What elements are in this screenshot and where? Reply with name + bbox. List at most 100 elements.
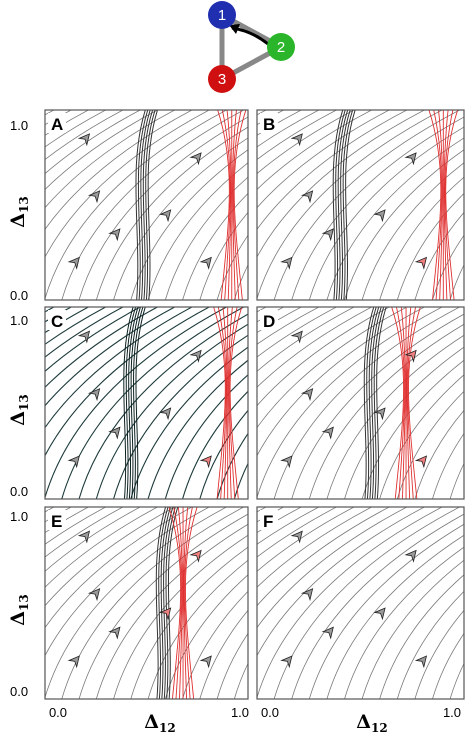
streamline — [361, 559, 464, 699]
stable-manifold-line — [130, 307, 142, 499]
basin-line — [232, 110, 237, 300]
streamline — [257, 307, 285, 323]
stable-manifold-line — [155, 507, 167, 699]
stable-manifold-line — [363, 307, 375, 499]
panel-frame — [44, 109, 249, 301]
flow-arrow — [280, 256, 293, 270]
flow-arrow — [158, 607, 172, 621]
x-tick-left-colA: 0.0 — [49, 705, 67, 720]
panel-D: D — [43, 297, 465, 508]
streamline — [216, 234, 248, 300]
flow-arrow — [108, 228, 121, 242]
panel-frame — [256, 109, 465, 301]
x-axis-subscript: 12 — [159, 721, 176, 735]
streamline — [45, 110, 73, 126]
panels-grid: A B C D E F — [43, 109, 465, 708]
stable-manifold-line — [135, 110, 146, 300]
stable-manifold-line — [140, 110, 151, 300]
flow-arrow — [290, 530, 303, 544]
flow-arrow — [108, 426, 121, 440]
flow-arrow — [67, 455, 80, 469]
streamline — [326, 334, 464, 499]
flow-arrow — [199, 256, 212, 270]
stable-manifold-line — [123, 307, 134, 499]
y-axis-label-row1: Δ13 — [7, 196, 31, 227]
streamline — [45, 507, 73, 523]
streamline — [43, 297, 250, 508]
streamline — [257, 507, 320, 545]
stable-manifold-line — [337, 110, 349, 300]
streamline — [308, 323, 464, 499]
streamline — [257, 110, 355, 175]
panel-frame — [44, 506, 249, 700]
streamline — [257, 307, 267, 313]
flow-arrow — [189, 549, 202, 563]
panel-label-bg — [48, 113, 66, 133]
streamline — [344, 546, 464, 699]
streamline — [199, 211, 248, 300]
flow-arrow — [280, 655, 293, 669]
basin-line — [226, 110, 232, 300]
streamline — [113, 137, 248, 300]
streamline — [45, 307, 125, 358]
basin-line — [407, 307, 417, 499]
flow-arrow — [373, 607, 386, 621]
basin-line — [221, 110, 231, 300]
streamline — [257, 110, 338, 161]
streamline — [257, 307, 338, 358]
y-axis-symbol: Δ — [7, 611, 29, 626]
stable-manifold-line — [158, 507, 169, 699]
stable-manifold-line — [373, 307, 385, 499]
panel-C-streamlines — [45, 307, 248, 499]
basin-line — [177, 507, 183, 699]
streamline — [78, 116, 248, 300]
streamline — [257, 307, 443, 499]
x-axis-label-colB: Δ12 — [356, 711, 387, 735]
stable-manifold-line — [371, 307, 382, 499]
streamline — [199, 609, 248, 699]
flow-arrow — [414, 655, 428, 669]
streamline — [45, 507, 228, 699]
streamline — [45, 307, 176, 407]
streamline — [78, 513, 248, 699]
streamline — [95, 126, 248, 300]
streamline — [61, 110, 245, 300]
streamline — [379, 374, 464, 499]
panel-label-bg — [48, 310, 66, 330]
stable-manifold-line — [366, 307, 377, 499]
stable-manifold-line — [368, 307, 380, 499]
streamline — [43, 497, 250, 708]
streamline — [257, 110, 408, 231]
flow-arrow — [87, 190, 101, 204]
streamline — [234, 264, 248, 300]
stable-manifold-line — [335, 110, 346, 300]
basin-line — [438, 110, 443, 300]
streamline — [257, 307, 408, 429]
streamline — [147, 162, 248, 300]
basin-line — [406, 307, 412, 499]
basin-line — [217, 110, 230, 300]
streamline — [432, 432, 464, 499]
streamline — [257, 507, 338, 558]
streamline — [45, 110, 124, 161]
streamline — [130, 346, 248, 499]
streamline — [182, 192, 248, 300]
stable-manifold-line — [160, 507, 172, 699]
flow-arrow — [87, 588, 101, 602]
basin-line — [233, 110, 247, 300]
streamline — [61, 307, 245, 499]
streamline — [45, 110, 107, 148]
panel-label-bg — [48, 510, 66, 530]
y-axis-label-row2: Δ13 — [7, 394, 31, 425]
y-axis-subscript: 13 — [17, 196, 31, 213]
streamline — [45, 507, 193, 629]
streamline — [45, 110, 159, 191]
stable-manifold-line — [128, 307, 139, 499]
streamline — [95, 323, 248, 499]
streamline — [449, 264, 464, 300]
streamline — [414, 609, 464, 699]
stable-manifold-line — [163, 507, 174, 699]
flow-arrow — [290, 133, 303, 147]
streamline — [257, 307, 320, 345]
